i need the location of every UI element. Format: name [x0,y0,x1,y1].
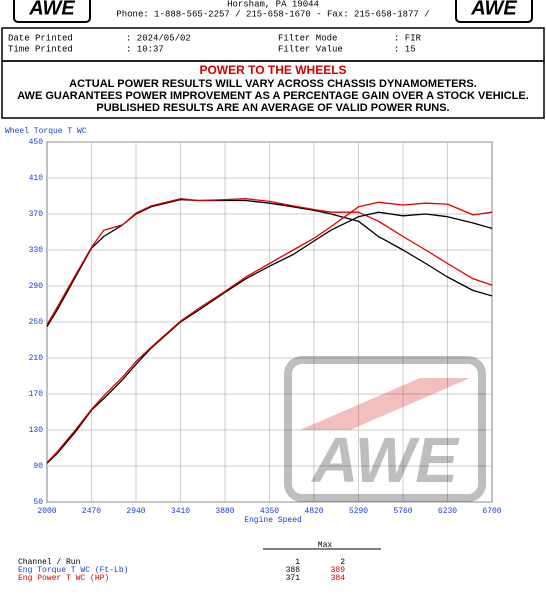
y-tick-label: 50 [33,498,43,507]
x-tick-label: 3880 [215,507,234,516]
x-tick-label: 3410 [171,507,190,516]
address: Horsham, PA 19044 [227,0,319,9]
watermark-swoosh [300,378,470,430]
x-tick-label: 6700 [482,507,501,516]
notice-line: PUBLISHED RESULTS ARE AN AVERAGE OF VALI… [96,102,449,114]
y-tick-label: 130 [29,426,44,435]
y-axis-label: Wheel Torque T WC [5,127,87,136]
data-line [46,198,493,326]
info-label: Time Printed [8,44,73,54]
summary-columns-label: Channel / Run [18,558,81,567]
info-value: : FIR [394,33,422,43]
x-tick-label: 6230 [438,507,457,516]
data-line [46,211,493,464]
y-tick-label: 450 [29,138,44,147]
x-tick-label: 5290 [349,507,368,516]
info-label: Filter Mode [278,33,337,43]
y-tick-label: 410 [29,174,44,183]
logo: AWE [470,0,517,19]
y-tick-label: 370 [29,210,44,219]
logo-frame [13,0,91,23]
y-tick-label: 170 [29,390,44,399]
x-tick-label: 5760 [393,507,412,516]
data-line [46,201,493,463]
summary-header: Max [318,541,333,550]
watermark-logo: AWE [310,424,460,496]
summary-row-label: Eng Power T WC (HP) [18,574,109,583]
info-label: Date Printed [8,33,73,43]
summary-value: 388 [286,566,301,575]
y-tick-label: 290 [29,282,44,291]
x-tick-label: 2000 [37,507,56,516]
phone: Phone: 1-888-565-2257 / 215-658-1670 - F… [116,9,429,19]
x-tick-label: 4350 [260,507,279,516]
x-axis-label: Engine Speed [244,516,302,525]
x-tick-label: 4820 [304,507,323,516]
info-label: Filter Value [278,44,343,54]
notice-line: ACTUAL POWER RESULTS WILL VARY ACROSS CH… [69,78,477,90]
summary-value: 384 [331,574,346,583]
y-tick-label: 210 [29,354,44,363]
data-line [46,198,493,327]
info-value: : 10:37 [126,44,164,54]
x-tick-label: 2940 [126,507,145,516]
notice-line: AWE GUARANTEES POWER IMPROVEMENT AS A PE… [17,90,529,102]
watermark: AWE [284,356,486,502]
x-tick-label: 2470 [82,507,101,516]
info-value: : 15 [394,44,416,54]
y-tick-label: 330 [29,246,44,255]
summary-value: 389 [331,566,346,575]
summary-value: 371 [286,574,301,583]
run-number: 2 [340,558,345,567]
summary-row-label: Eng Torque T WC (Ft-Lb) [18,566,128,575]
notice-box [1,60,545,119]
y-tick-label: 90 [33,462,43,471]
watermark-frame [284,356,486,502]
run-number: 1 [295,558,300,567]
y-tick-label: 250 [29,318,44,327]
logo-frame [455,0,533,23]
info-value: : 2024/05/02 [126,33,191,43]
logo: AWE [28,0,75,19]
notice-title: POWER TO THE WHEELS [199,63,346,77]
